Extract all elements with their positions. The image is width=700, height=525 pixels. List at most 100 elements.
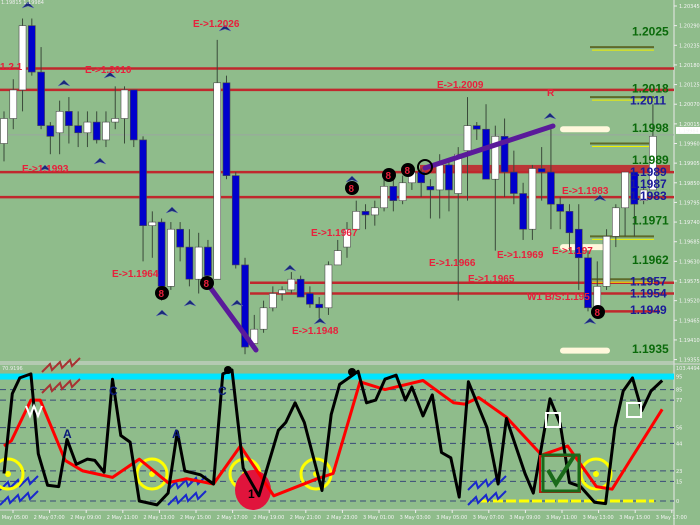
zigzag-icon [167, 475, 207, 491]
level-label: 1.1962 [632, 253, 669, 267]
oscillator-letter: A [172, 427, 181, 441]
square-marker-icon [626, 402, 642, 418]
candle-body [352, 211, 361, 230]
arrow-icon [93, 157, 107, 165]
oscillator-letter: 1 [248, 487, 255, 501]
zigzag-icon [467, 490, 507, 506]
candle [639, 179, 648, 205]
price-tick-label: 1.19355 [679, 358, 700, 364]
candle [361, 204, 370, 230]
level-label: 1.2011 [630, 94, 666, 108]
candle-body [139, 139, 147, 226]
candle-body [111, 118, 120, 123]
candle [37, 47, 45, 130]
arrow-icon [38, 164, 52, 172]
arrow-icon [345, 175, 359, 183]
candle-body [574, 228, 583, 259]
candle [92, 111, 101, 144]
candle [426, 179, 435, 219]
time-tick-label: 2 May 05:00 [0, 515, 28, 521]
candle [46, 122, 55, 155]
oscillator-level-label: 44 [676, 441, 682, 447]
annotation-label: E->1.1966 [429, 258, 476, 269]
signal-circle-icon [0, 457, 25, 491]
target-pill [560, 126, 610, 133]
candle [204, 239, 212, 280]
price-tick-label: 1.19465 [679, 318, 700, 324]
oscillator-header: 70.9196 [2, 366, 23, 372]
candle-body [454, 153, 463, 194]
candle-body [370, 207, 379, 216]
candle [259, 300, 268, 333]
oscillator-letter: C [109, 384, 118, 398]
trend-line-down [204, 280, 259, 353]
candle-body [74, 125, 82, 134]
candle [398, 175, 407, 205]
candle [129, 89, 138, 148]
annotation-label: E->1.1965 [468, 274, 515, 285]
candle-body [65, 111, 73, 126]
time-tick-label: 2 May 07:00 [34, 515, 65, 521]
candle-body [204, 246, 212, 276]
candle [343, 222, 351, 258]
candle [74, 111, 82, 148]
candle [389, 179, 398, 212]
price-tick-label: 1.20235 [679, 43, 700, 49]
candle [510, 150, 518, 205]
candle [463, 97, 472, 201]
candle [556, 197, 565, 230]
candle-body [37, 71, 45, 126]
price-tick-label: 1.19960 [679, 142, 700, 148]
level-label: 1.1949 [630, 303, 667, 317]
arrow-icon [283, 264, 297, 272]
oscillator-level-label: 15 [676, 479, 682, 485]
annotation-label: E->1.197 [552, 246, 593, 257]
candle-body [426, 186, 435, 191]
eight-marker-label: 8 [159, 289, 165, 300]
arrow-icon [183, 299, 197, 307]
candle-body [241, 264, 249, 348]
annotation-label: R [547, 88, 555, 99]
eight-marker-label: 8 [204, 279, 210, 290]
annotation-label: W1 B/S:1.195 [527, 292, 590, 303]
level-label: 1.1935 [632, 342, 669, 356]
candle [537, 147, 546, 201]
annotation-label: E->1.1967 [311, 228, 358, 239]
price-tick-label: 1.20125 [679, 83, 700, 89]
time-tick-label: 3 May 11:00 [546, 515, 577, 521]
time-tick-label: 2 May 17:00 [217, 515, 248, 521]
candle [120, 86, 129, 144]
arrow-icon [103, 71, 117, 79]
candle-body [213, 82, 222, 280]
candle [194, 232, 203, 294]
candle-body [102, 121, 110, 141]
level-label: 1.1957 [630, 274, 667, 288]
candle-body [482, 128, 490, 180]
candle [602, 229, 611, 290]
candle [528, 164, 537, 240]
signal-dot [593, 471, 599, 477]
eight-ball-icon [155, 286, 169, 300]
price-tick-label: 1.20345 [679, 4, 700, 10]
candle [287, 272, 296, 294]
candle [176, 222, 184, 262]
oscillator-level-label: 95 [676, 375, 682, 381]
oscillator-letter: C [218, 384, 227, 398]
candle [278, 286, 286, 301]
candle [102, 111, 110, 148]
arrow-icon [57, 79, 71, 87]
annotation-label: E->1.1948 [292, 326, 339, 337]
time-tick-label: 3 May 05:00 [436, 515, 467, 521]
candle [482, 104, 490, 180]
time-tick-label: 3 May 07:00 [473, 515, 504, 521]
candle-body [602, 236, 611, 287]
zigzag-icon [41, 357, 81, 373]
current-price-box [676, 126, 700, 134]
candle [55, 100, 64, 155]
peak-dot [224, 366, 232, 374]
eight-marker-label: 8 [349, 184, 355, 195]
candle-body [621, 171, 629, 209]
candle-body [176, 228, 184, 248]
